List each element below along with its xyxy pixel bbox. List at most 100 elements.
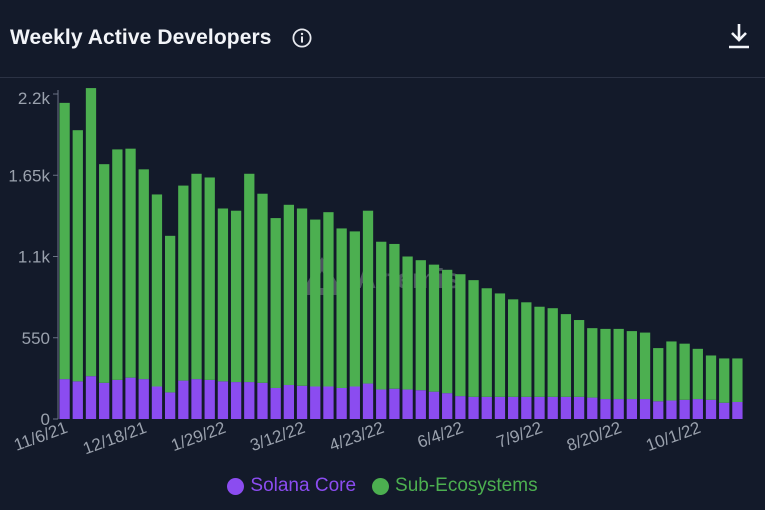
bar-solana-core[interactable] [164, 392, 176, 419]
bar-sub-ecosystems[interactable] [732, 358, 743, 403]
legend-item-solana-core[interactable]: Solana Core [227, 475, 356, 497]
bar-sub-ecosystems[interactable] [507, 299, 519, 397]
bar-sub-ecosystems[interactable] [323, 212, 334, 387]
bar-sub-ecosystems[interactable] [362, 210, 374, 384]
bar-sub-ecosystems[interactable] [244, 173, 255, 383]
bar-solana-core[interactable] [415, 390, 426, 419]
bar-solana-core[interactable] [679, 399, 690, 419]
bar-sub-ecosystems[interactable] [85, 88, 97, 377]
bar-sub-ecosystems[interactable] [310, 219, 321, 387]
bar-solana-core[interactable] [191, 379, 202, 419]
bar-sub-ecosystems[interactable] [600, 328, 611, 400]
bar-sub-ecosystems[interactable] [468, 280, 479, 397]
bar-solana-core[interactable] [244, 382, 255, 419]
bar-solana-core[interactable] [732, 402, 743, 419]
bar-solana-core[interactable] [217, 381, 229, 419]
bar-sub-ecosystems[interactable] [389, 243, 400, 389]
bar-solana-core[interactable] [85, 376, 97, 419]
bar-sub-ecosystems[interactable] [705, 355, 717, 400]
bar-solana-core[interactable] [428, 391, 440, 419]
bar-solana-core[interactable] [270, 387, 281, 419]
bar-sub-ecosystems[interactable] [178, 185, 189, 381]
bar-solana-core[interactable] [613, 399, 624, 419]
bar-solana-core[interactable] [666, 400, 677, 419]
bar-solana-core[interactable] [349, 386, 360, 420]
bar-sub-ecosystems[interactable] [164, 235, 176, 393]
bar-solana-core[interactable] [72, 381, 83, 419]
bar-solana-core[interactable] [402, 389, 413, 419]
bar-solana-core[interactable] [692, 399, 703, 419]
bar-solana-core[interactable] [521, 396, 532, 419]
download-icon[interactable] [726, 22, 752, 50]
bar-solana-core[interactable] [468, 396, 479, 419]
bar-sub-ecosystems[interactable] [481, 288, 492, 397]
bar-solana-core[interactable] [257, 382, 268, 419]
bar-sub-ecosystems[interactable] [573, 320, 585, 397]
bar-sub-ecosystems[interactable] [270, 218, 281, 388]
bar-sub-ecosystems[interactable] [494, 293, 506, 397]
bar-solana-core[interactable] [573, 396, 585, 419]
bar-sub-ecosystems[interactable] [376, 241, 387, 390]
bar-sub-ecosystems[interactable] [257, 193, 268, 383]
bar-sub-ecosystems[interactable] [125, 148, 136, 378]
bar-solana-core[interactable] [138, 379, 149, 419]
bar-sub-ecosystems[interactable] [112, 149, 123, 380]
info-icon[interactable] [292, 28, 312, 48]
bar-sub-ecosystems[interactable] [204, 177, 215, 380]
bar-sub-ecosystems[interactable] [59, 102, 70, 380]
bar-sub-ecosystems[interactable] [587, 328, 598, 398]
bar-sub-ecosystems[interactable] [230, 210, 242, 383]
bar-solana-core[interactable] [362, 383, 374, 419]
bar-sub-ecosystems[interactable] [296, 208, 308, 386]
bar-sub-ecosystems[interactable] [336, 228, 347, 388]
bar-sub-ecosystems[interactable] [428, 264, 440, 392]
bar-solana-core[interactable] [481, 396, 492, 419]
bar-solana-core[interactable] [600, 399, 611, 419]
bar-sub-ecosystems[interactable] [534, 306, 545, 397]
bar-solana-core[interactable] [507, 396, 519, 419]
bar-solana-core[interactable] [455, 396, 466, 419]
bar-sub-ecosystems[interactable] [151, 194, 163, 387]
bar-sub-ecosystems[interactable] [547, 308, 558, 397]
bar-solana-core[interactable] [99, 382, 110, 419]
bar-solana-core[interactable] [494, 396, 506, 419]
bar-sub-ecosystems[interactable] [191, 173, 202, 380]
bar-solana-core[interactable] [653, 401, 664, 419]
bar-sub-ecosystems[interactable] [402, 256, 413, 390]
bar-sub-ecosystems[interactable] [626, 331, 638, 400]
bar-solana-core[interactable] [151, 386, 163, 420]
bar-sub-ecosystems[interactable] [613, 328, 624, 400]
bar-solana-core[interactable] [204, 379, 215, 419]
bar-solana-core[interactable] [626, 399, 638, 419]
bar-solana-core[interactable] [296, 385, 308, 419]
bar-solana-core[interactable] [336, 387, 347, 419]
bar-sub-ecosystems[interactable] [639, 332, 651, 400]
bar-solana-core[interactable] [323, 386, 334, 420]
bar-solana-core[interactable] [547, 396, 558, 419]
bar-sub-ecosystems[interactable] [666, 341, 677, 401]
bar-solana-core[interactable] [112, 379, 123, 419]
bar-sub-ecosystems[interactable] [349, 231, 360, 387]
bar-solana-core[interactable] [310, 386, 321, 420]
bar-sub-ecosystems[interactable] [415, 260, 426, 391]
bar-sub-ecosystems[interactable] [442, 269, 453, 394]
bar-solana-core[interactable] [389, 388, 400, 419]
bar-sub-ecosystems[interactable] [719, 358, 730, 403]
bar-solana-core[interactable] [639, 399, 651, 419]
bar-solana-core[interactable] [376, 389, 387, 419]
bar-solana-core[interactable] [719, 402, 730, 419]
bar-sub-ecosystems[interactable] [283, 204, 295, 386]
bar-solana-core[interactable] [59, 379, 70, 419]
bar-sub-ecosystems[interactable] [138, 169, 149, 380]
bar-sub-ecosystems[interactable] [560, 314, 572, 397]
bar-sub-ecosystems[interactable] [679, 343, 690, 400]
bar-solana-core[interactable] [534, 396, 545, 419]
bar-solana-core[interactable] [560, 396, 572, 419]
bar-solana-core[interactable] [125, 377, 136, 419]
bar-sub-ecosystems[interactable] [99, 164, 110, 383]
bar-sub-ecosystems[interactable] [692, 348, 703, 400]
bar-solana-core[interactable] [705, 399, 717, 419]
bar-sub-ecosystems[interactable] [521, 302, 532, 397]
bar-solana-core[interactable] [230, 382, 242, 419]
bar-solana-core[interactable] [178, 380, 189, 419]
